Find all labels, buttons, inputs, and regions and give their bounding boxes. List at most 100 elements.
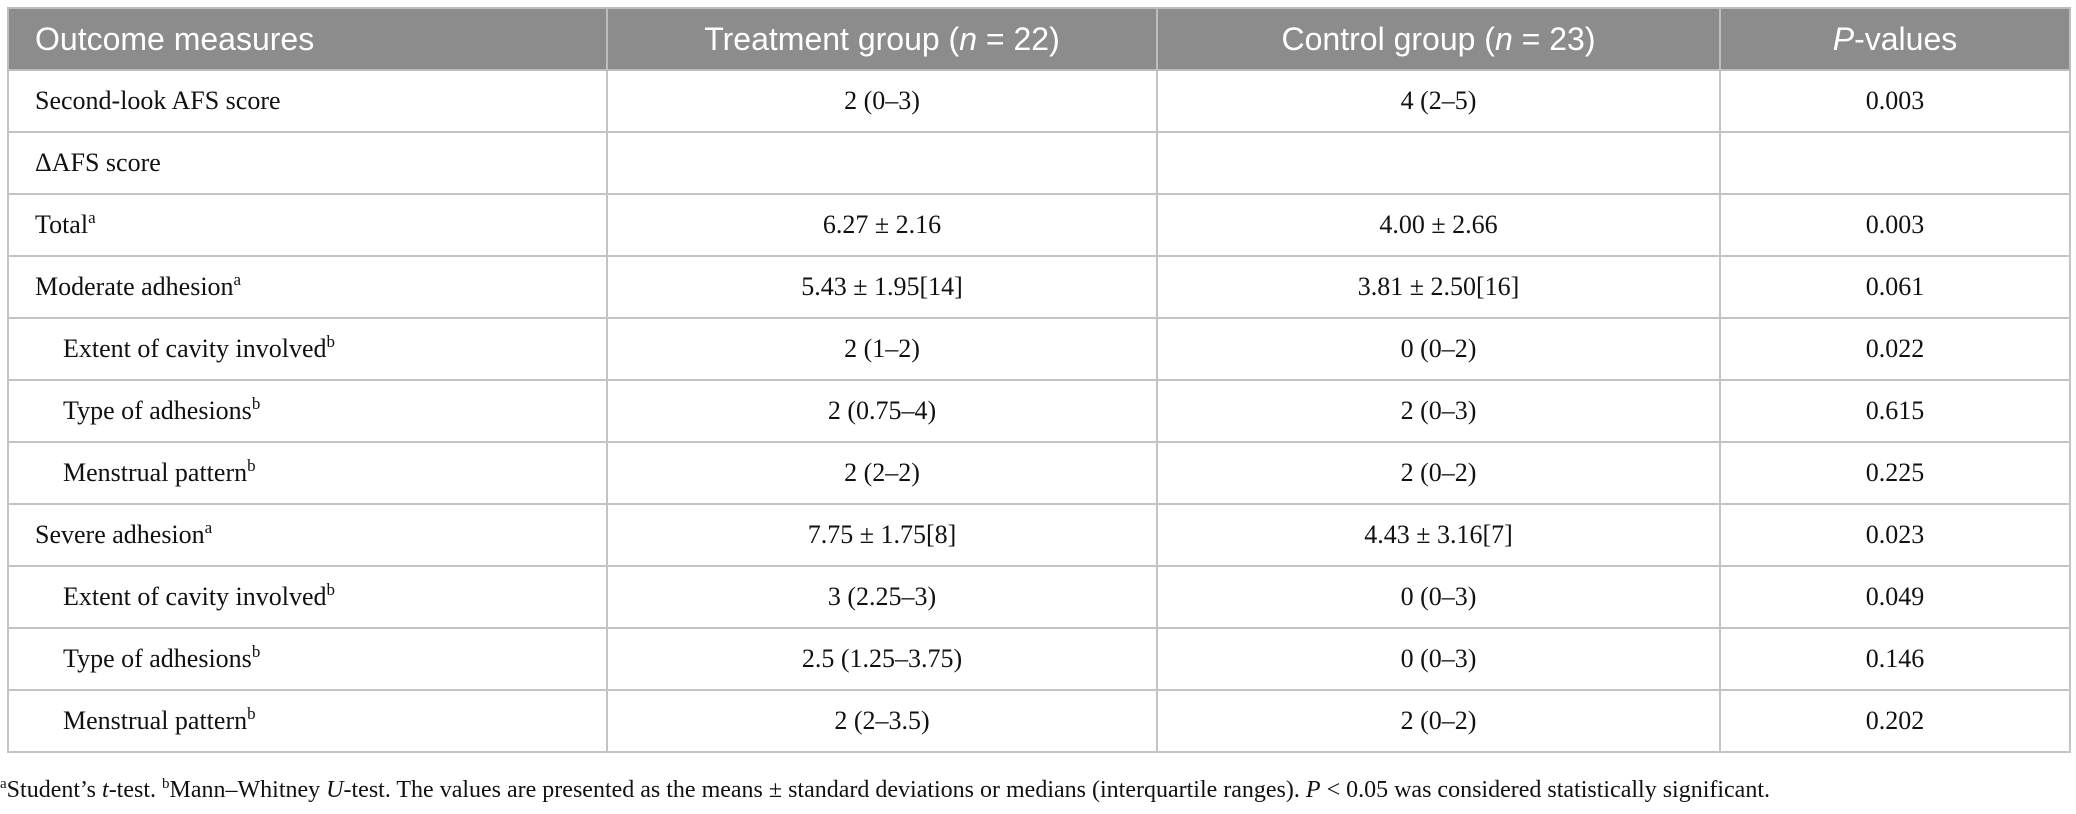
value-cell: 2 (2–3.5) xyxy=(606,689,1158,753)
value-cell: 7.75 ± 1.75[8] xyxy=(606,503,1158,567)
value-cell: 3 (2.25–3) xyxy=(606,565,1158,629)
cell-text: 0.022 xyxy=(1865,334,1925,363)
footnote-mark: b xyxy=(326,332,336,351)
value-cell: 0.202 xyxy=(1719,689,2071,753)
row-label: Type of adhesions xyxy=(63,396,252,425)
header-cell: Control group (n = 23) xyxy=(1156,7,1721,71)
cell-text: 0.225 xyxy=(1865,458,1925,487)
table-row: Severe adhesiona 7.75 ± 1.75[8] 4.43 ± 3.1… xyxy=(7,503,2071,567)
header-cell: P-values xyxy=(1719,7,2071,71)
value-cell: 0.003 xyxy=(1719,193,2071,257)
value-cell: 0.049 xyxy=(1719,565,2071,629)
table-row: Type of adhesionsb 2 (0.75–4) 2 (0–3) 0.615 xyxy=(7,379,2071,443)
cell-text: 2.5 (1.25–3.75) xyxy=(801,644,963,673)
header-text: Outcome measures xyxy=(35,20,315,57)
table-row: Moderate adhesiona 5.43 ± 1.95[14] 3.81 ± … xyxy=(7,255,2071,319)
value-cell: 2 (0.75–4) xyxy=(606,379,1158,443)
cell-text: 0.202 xyxy=(1865,706,1925,735)
footnote-text: P xyxy=(1305,777,1321,803)
value-cell xyxy=(1156,131,1721,195)
value-cell: 4.43 ± 3.16[7] xyxy=(1156,503,1721,567)
table-row: Type of adhesionsb 2.5 (1.25–3.75) 0 (0–3)… xyxy=(7,627,2071,691)
value-cell: 2 (0–2) xyxy=(1156,441,1721,505)
row-label: Second-look AFS score xyxy=(35,86,281,115)
value-cell: 2 (0–3) xyxy=(606,69,1158,133)
value-cell: 0.023 xyxy=(1719,503,2071,567)
results-table: Outcome measures Treatment group (n = 22… xyxy=(7,7,2071,753)
cell-text: 0.061 xyxy=(1865,272,1925,301)
row-label: ΔAFS score xyxy=(35,148,161,177)
value-cell: 0.615 xyxy=(1719,379,2071,443)
table-row: Extent of cavity involvedb 3 (2.25–3) 0 (0… xyxy=(7,565,2071,629)
row-label-cell: Severe adhesiona xyxy=(7,503,608,567)
row-label-cell: Type of adhesionsb xyxy=(7,627,608,691)
row-label-cell: Menstrual patternb xyxy=(7,689,608,753)
row-label: Moderate adhesion xyxy=(35,272,234,301)
row-label-cell: Extent of cavity involvedb xyxy=(7,565,608,629)
header-cell: Treatment group (n = 22) xyxy=(606,7,1158,71)
value-cell: 2 (0–2) xyxy=(1156,689,1721,753)
row-label: Type of adhesions xyxy=(63,644,252,673)
footnote-mark: a xyxy=(204,518,213,537)
table-row: Menstrual patternb 2 (2–3.5) 2 (0–2) 0.202 xyxy=(7,689,2071,753)
cell-text: 2 (0–2) xyxy=(1400,458,1477,487)
footnote-mark: a xyxy=(233,270,242,289)
cell-text: 7.75 ± 1.75[8] xyxy=(807,520,957,549)
footnote-mark: a xyxy=(88,208,96,227)
table-row: Totala 6.27 ± 2.16 4.00 ± 2.66 0.003 xyxy=(7,193,2071,257)
header-cell: Outcome measures xyxy=(7,7,608,71)
row-label: Menstrual pattern xyxy=(63,458,248,487)
footnote-mark: b xyxy=(326,580,336,599)
footnote-text: Student’s xyxy=(6,777,103,803)
header-text: n xyxy=(959,20,977,57)
value-cell: 2.5 (1.25–3.75) xyxy=(606,627,1158,691)
header-text: Treatment group ( xyxy=(704,20,960,57)
row-label-cell: Menstrual patternb xyxy=(7,441,608,505)
row-label: Severe adhesion xyxy=(35,520,205,549)
cell-text: 2 (0.75–4) xyxy=(827,396,937,425)
value-cell: 0 (0–3) xyxy=(1156,627,1721,691)
cell-text: 2 (2–2) xyxy=(844,458,920,487)
value-cell: 0.146 xyxy=(1719,627,2071,691)
cell-text: 2 (1–2) xyxy=(844,334,920,363)
cell-text: 0.146 xyxy=(1865,644,1925,673)
header-text: P xyxy=(1832,20,1855,57)
value-cell: 2 (2–2) xyxy=(606,441,1158,505)
table-row: Extent of cavity involvedb 2 (1–2) 0 (0–2)… xyxy=(7,317,2071,381)
footnote-text: -test. xyxy=(108,777,163,803)
value-cell xyxy=(606,131,1158,195)
footnote: aStudent’s t-test. bMann–Whitney U-test.… xyxy=(0,777,1770,804)
table-row: Second-look AFS score 2 (0–3) 4 (2–5) 0.003 xyxy=(7,69,2071,133)
footnote-mark: b xyxy=(251,394,261,413)
footnote-text: Mann–Whitney xyxy=(169,777,327,803)
cell-text: 0.615 xyxy=(1865,396,1925,425)
header-text: n xyxy=(1494,20,1513,57)
table-body: Second-look AFS score 2 (0–3) 4 (2–5) 0.003… xyxy=(7,69,2071,753)
cell-text: 2 (2–3.5) xyxy=(834,706,930,735)
row-label-cell: Type of adhesionsb xyxy=(7,379,608,443)
row-label: Total xyxy=(35,210,89,239)
value-cell: 0.061 xyxy=(1719,255,2071,319)
row-label-cell: Totala xyxy=(7,193,608,257)
table-row: ΔAFS score xyxy=(7,131,2071,195)
footnote-text: < 0.05 was considered statistically sign… xyxy=(1320,777,1770,803)
row-label-cell: Second-look AFS score xyxy=(7,69,608,133)
cell-text: 0 (0–3) xyxy=(1400,582,1477,611)
row-label: Menstrual pattern xyxy=(63,706,248,735)
row-label-cell: Moderate adhesiona xyxy=(7,255,608,319)
header-text: = 23) xyxy=(1512,20,1596,57)
cell-text: 2 (0–2) xyxy=(1400,706,1477,735)
header-text: Control group ( xyxy=(1281,20,1495,57)
value-cell: 0.022 xyxy=(1719,317,2071,381)
value-cell: 0.003 xyxy=(1719,69,2071,133)
cell-text: 0.003 xyxy=(1865,86,1925,115)
footnote-mark: b xyxy=(251,642,261,661)
cell-text: 2 (0–3) xyxy=(1400,396,1477,425)
value-cell: 4 (2–5) xyxy=(1156,69,1721,133)
cell-text: 0.023 xyxy=(1865,520,1925,549)
row-label-cell: Extent of cavity involvedb xyxy=(7,317,608,381)
footnote-mark: b xyxy=(247,456,256,475)
header-text: = 22) xyxy=(977,20,1060,57)
value-cell: 3.81 ± 2.50[16] xyxy=(1156,255,1721,319)
